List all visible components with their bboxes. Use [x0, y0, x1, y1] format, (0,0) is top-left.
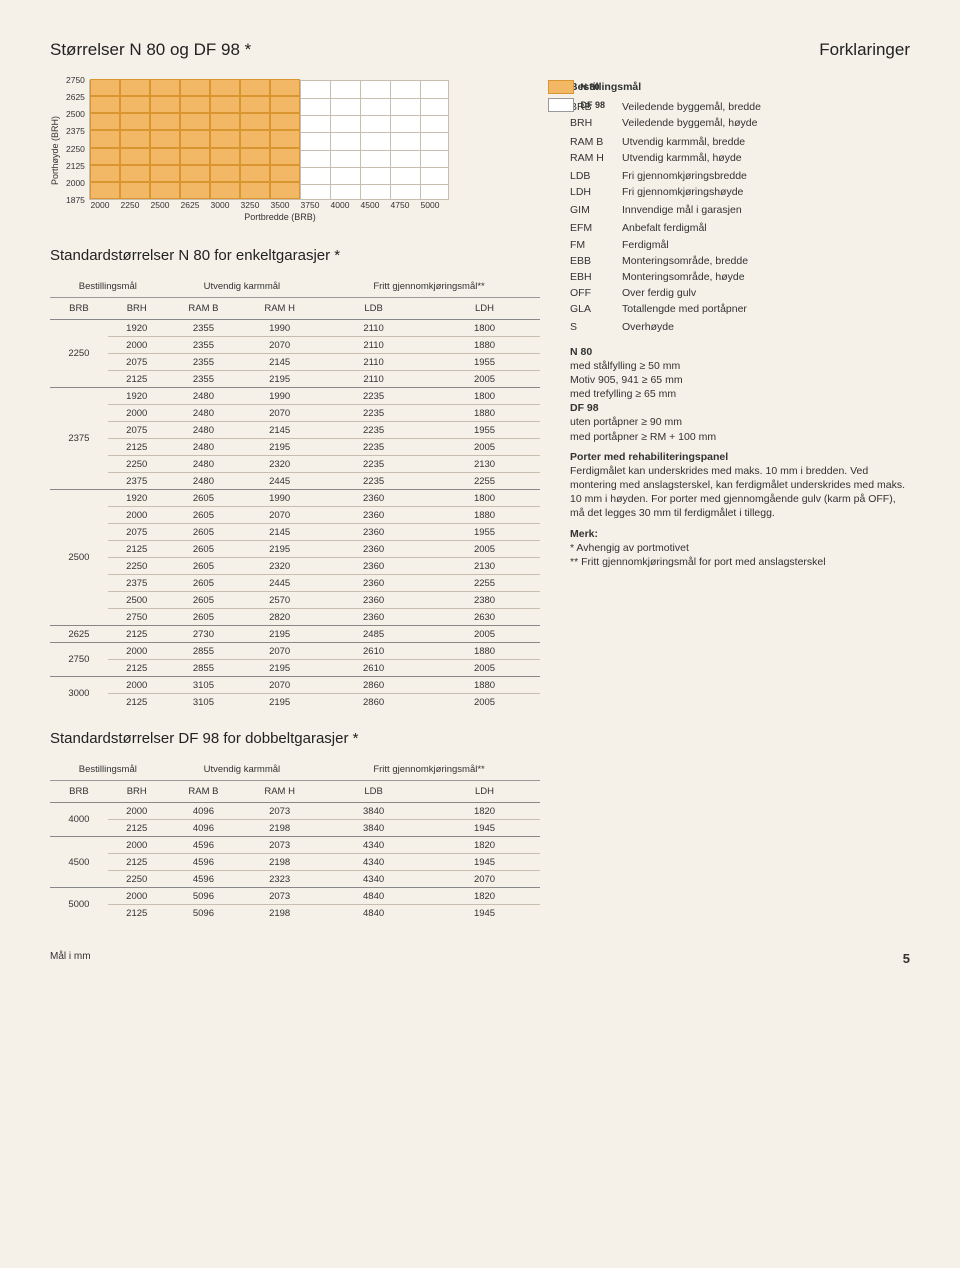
page-footer: Mål i mm 5: [50, 951, 910, 966]
explanations: Bestillingsmål BRBVeiledende byggemål, b…: [570, 80, 910, 710]
chart-xticks: 2000225025002625300032503500375040004500…: [100, 200, 460, 210]
table-n80: BestillingsmålUtvendig karmmålFritt gjen…: [50, 276, 540, 710]
chart-legend: N 80DF 98: [548, 80, 605, 116]
footer-left: Mål i mm: [50, 951, 91, 966]
page-number: 5: [903, 951, 910, 966]
definitions-list: BRBVeiledende byggemål, breddeBRHVeilede…: [570, 100, 910, 334]
n80-title: N 80: [570, 346, 592, 358]
chart-ylabel: Porthøyde (BRH): [50, 116, 60, 185]
page-header: Størrelser N 80 og DF 98 * Forklaringer: [50, 40, 910, 60]
table2-title: Standardstørrelser DF 98 for dobbeltgara…: [50, 730, 910, 747]
chart-yticks: 27502625250023752250212520001875: [66, 80, 89, 200]
note-text: ** Fritt gjennomkjøringsmål for port med…: [570, 556, 826, 568]
df98-title: DF 98: [570, 402, 599, 414]
note-text: med trefylling ≥ 65 mm: [570, 388, 676, 400]
note-text: med portåpner ≥ RM + 100 mm: [570, 431, 716, 443]
title-left: Størrelser N 80 og DF 98 *: [50, 40, 251, 60]
chart-xlabel: Portbredde (BRB): [100, 212, 460, 222]
note-text: med stålfylling ≥ 50 mm: [570, 360, 680, 372]
merk-title: Merk:: [570, 528, 598, 540]
table1-title: Standardstørrelser N 80 for enkeltgarasj…: [50, 247, 540, 264]
table-df98: BestillingsmålUtvendig karmmålFritt gjen…: [50, 759, 540, 921]
size-chart: Porthøyde (BRH) 275026252500237522502125…: [50, 80, 540, 222]
note-text: * Avhengig av portmotivet: [570, 542, 689, 554]
rehab-title: Porter med rehabiliteringspanel: [570, 451, 728, 463]
chart-grid: [89, 80, 449, 200]
title-right: Forklaringer: [819, 40, 910, 60]
note-text: Ferdigmålet kan underskrides med maks. 1…: [570, 465, 905, 520]
note-text: Motiv 905, 941 ≥ 65 mm: [570, 374, 683, 386]
note-text: uten portåpner ≥ 90 mm: [570, 416, 682, 428]
